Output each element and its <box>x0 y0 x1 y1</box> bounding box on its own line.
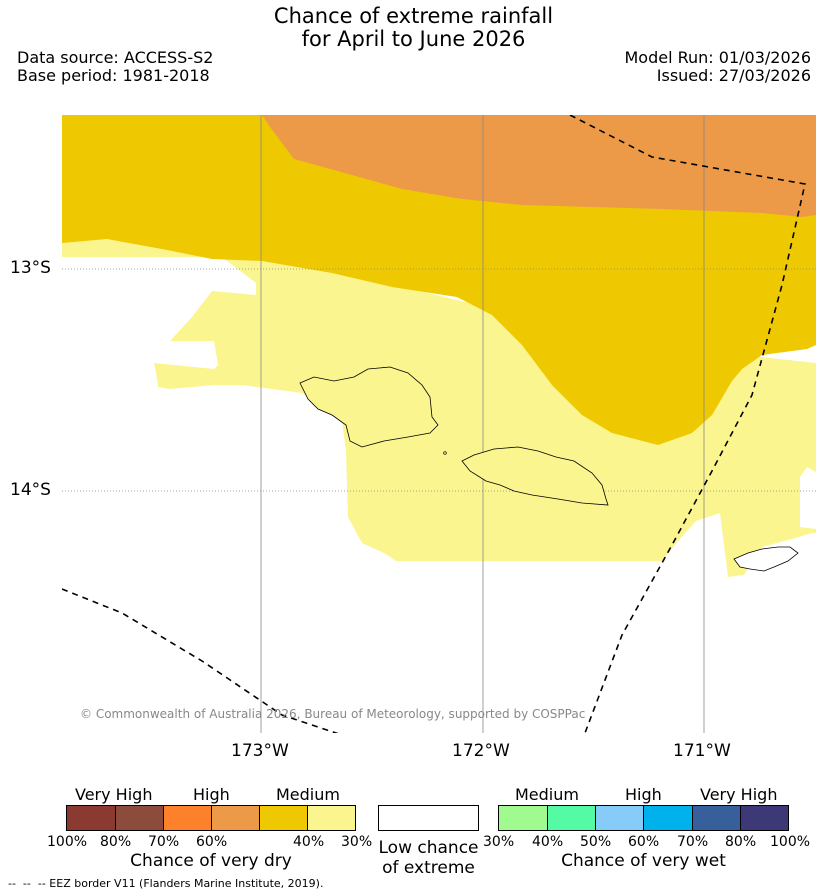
dry-heading-medium: Medium <box>276 785 340 804</box>
neutral-label-line1: Low chance <box>378 838 479 858</box>
dry-legend-label: Chance of very dry <box>130 851 292 871</box>
eez-border-east <box>569 115 806 733</box>
tutuila-island <box>733 546 799 572</box>
wet-tick-100: 100% <box>770 834 811 850</box>
wet-swatch-4 <box>644 806 693 830</box>
graticule <box>62 115 816 733</box>
dry-tick-60: 60% <box>196 834 228 850</box>
dry-tick-100: 100% <box>47 834 88 850</box>
rainfall-map: © Commonwealth of Australia 2026, Bureau… <box>62 115 816 733</box>
neutral-label-line2: of extreme <box>382 858 475 878</box>
dry-medium-low-region <box>62 239 816 577</box>
model-run: Model Run: 01/03/2026 <box>624 48 812 67</box>
lon-label-171w: 171°W <box>673 741 731 761</box>
dry-swatch-5 <box>260 806 308 830</box>
wet-swatch-6 <box>741 806 788 830</box>
wet-swatch-1 <box>499 806 548 830</box>
dry-swatch-2 <box>116 806 164 830</box>
wet-swatch-5 <box>693 806 741 830</box>
dry-swatch-3 <box>164 806 212 830</box>
dry-high-region <box>212 115 816 217</box>
dry-swatch-6 <box>308 806 355 830</box>
map-title-line2: for April to June 2026 <box>301 27 526 51</box>
wet-colorbar <box>498 805 789 831</box>
lon-label-173w: 173°W <box>231 741 289 761</box>
lon-label-172w: 172°W <box>452 741 510 761</box>
dry-tick-80: 80% <box>100 834 132 850</box>
issued-date: Issued: 27/03/2026 <box>656 66 811 85</box>
wet-heading-very-high: Very High <box>700 785 778 804</box>
dry-tick-70: 70% <box>148 834 180 850</box>
islet <box>443 451 447 455</box>
base-period: Base period: 1981-2018 <box>17 66 210 85</box>
wet-swatch-3 <box>596 806 644 830</box>
wet-tick-40: 40% <box>532 834 564 850</box>
wet-tick-70: 70% <box>677 834 709 850</box>
dry-tick-30: 30% <box>341 834 373 850</box>
wet-tick-50: 50% <box>580 834 612 850</box>
lat-label-14s: 14°S <box>10 480 51 500</box>
dry-heading-very-high: Very High <box>75 785 153 804</box>
dry-tick-40: 40% <box>293 834 325 850</box>
wet-tick-30: 30% <box>483 834 515 850</box>
wet-heading-medium: Medium <box>515 785 579 804</box>
dry-heading-high: High <box>193 785 230 804</box>
savaii-island <box>299 366 439 448</box>
wet-legend-label: Chance of very wet <box>561 851 726 871</box>
wet-tick-80: 80% <box>725 834 757 850</box>
dry-swatch-1 <box>67 806 116 830</box>
upolu-island <box>461 446 609 506</box>
eez-border <box>62 115 806 733</box>
data-source: Data source: ACCESS-S2 <box>17 48 214 67</box>
wet-swatch-2 <box>548 806 596 830</box>
neutral-swatch <box>378 805 479 831</box>
wet-tick-60: 60% <box>628 834 660 850</box>
eez-note: -- -- -- EEZ border V11 (Flanders Marine… <box>8 877 324 890</box>
eez-border-south <box>62 588 339 733</box>
lat-label-13s: 13°S <box>10 258 51 278</box>
wet-heading-high: High <box>625 785 662 804</box>
dry-swatch-4 <box>212 806 260 830</box>
map-title-line1: Chance of extreme rainfall <box>273 4 554 28</box>
dry-colorbar <box>66 805 356 831</box>
copyright-text: © Commonwealth of Australia 2026, Bureau… <box>80 707 585 721</box>
